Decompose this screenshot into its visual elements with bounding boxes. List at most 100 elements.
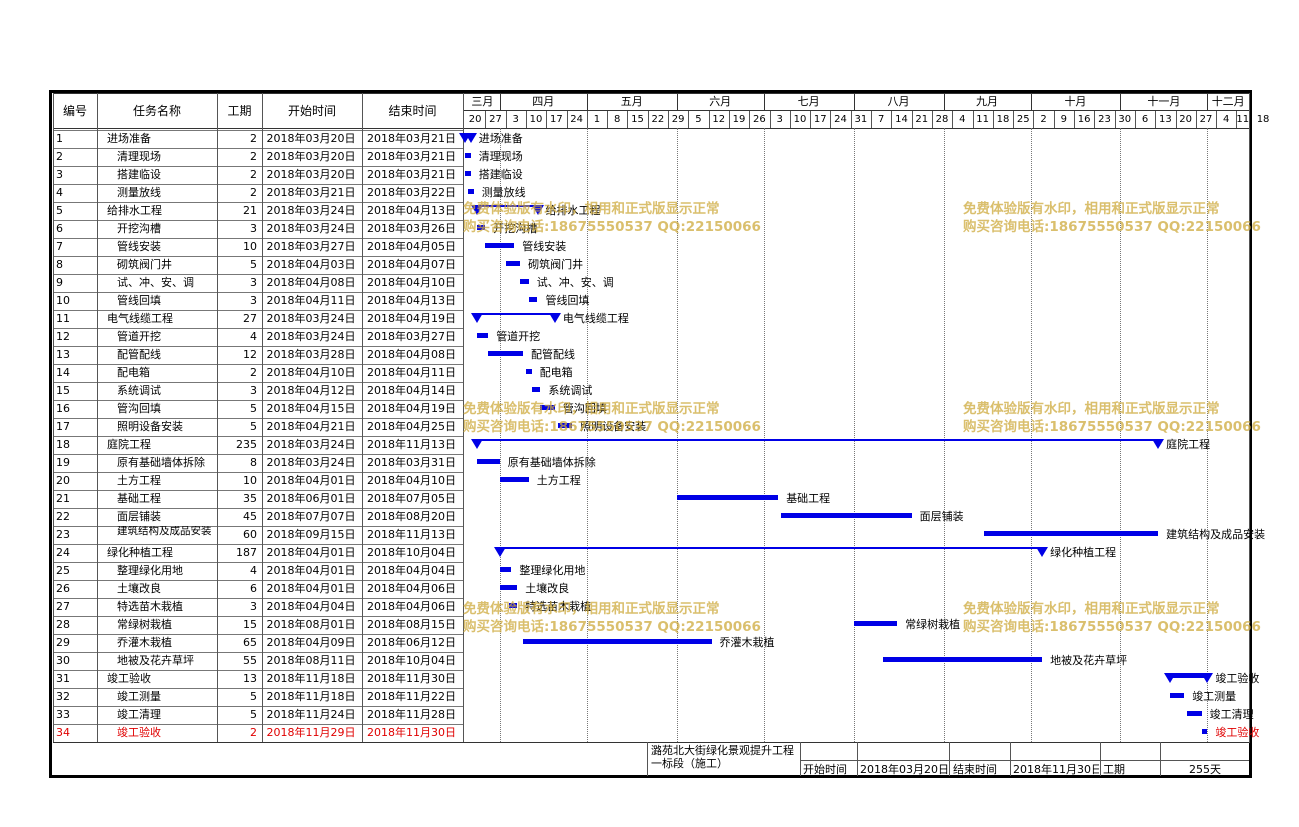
summary-end-marker bbox=[1201, 673, 1214, 683]
row-divider bbox=[53, 580, 463, 581]
cell-end: 2018年03月22日 bbox=[367, 186, 456, 199]
cell-end: 2018年03月21日 bbox=[367, 132, 456, 145]
cell-dur: 65 bbox=[243, 636, 257, 649]
week-divider bbox=[851, 111, 852, 128]
cell-dur: 5 bbox=[250, 420, 257, 433]
week-divider bbox=[871, 111, 872, 128]
column-divider bbox=[217, 93, 218, 742]
timeline-month: 八月 bbox=[887, 95, 910, 108]
row-divider bbox=[53, 544, 463, 545]
summary-bar-thick bbox=[1169, 673, 1208, 678]
timeline-day: 24 bbox=[834, 114, 847, 125]
watermark-line2: 购买咨询电话:18675550537 QQ:22150066 bbox=[463, 219, 761, 235]
week-divider bbox=[709, 111, 710, 128]
timeline-day: 8 bbox=[614, 114, 621, 125]
cell-dur: 2 bbox=[250, 150, 257, 163]
cell-dur: 5 bbox=[250, 690, 257, 703]
footer-divider bbox=[1160, 742, 1161, 776]
cell-start: 2018年04月01日 bbox=[266, 582, 356, 595]
timeline-month: 九月 bbox=[976, 95, 998, 108]
cell-name: 试、冲、安、调 bbox=[117, 276, 194, 289]
bar-label: 土方工程 bbox=[536, 474, 581, 487]
bar-label: 乔灌木栽植 bbox=[719, 636, 775, 649]
row-divider bbox=[53, 256, 463, 257]
cell-end: 2018年04月08日 bbox=[367, 348, 456, 361]
cell-start: 2018年03月24日 bbox=[266, 312, 356, 325]
cell-dur: 3 bbox=[250, 384, 257, 397]
cell-end: 2018年04月06日 bbox=[367, 582, 456, 595]
week-divider bbox=[891, 111, 892, 128]
cell-id: 9 bbox=[56, 276, 63, 289]
timeline-day: 10 bbox=[793, 114, 807, 125]
bar-label: 地被及花卉草坪 bbox=[1050, 654, 1128, 667]
cell-start: 2018年04月03日 bbox=[266, 258, 356, 271]
watermark-line2: 购买咨询电话:18675550537 QQ:22150066 bbox=[463, 619, 761, 635]
cell-start: 2018年03月24日 bbox=[266, 330, 356, 343]
timeline-day: 3 bbox=[512, 114, 519, 125]
task-bar bbox=[1187, 711, 1202, 716]
timeline-day: 6 bbox=[1141, 114, 1149, 125]
row-divider bbox=[53, 364, 463, 365]
cell-end: 2018年03月26日 bbox=[367, 222, 456, 235]
week-divider bbox=[1054, 111, 1055, 128]
cell-id: 15 bbox=[56, 384, 70, 397]
cell-end: 2018年04月14日 bbox=[367, 384, 456, 397]
cell-end: 2018年08月15日 bbox=[367, 618, 456, 631]
month-divider bbox=[854, 93, 855, 111]
timeline-day: 17 bbox=[549, 114, 563, 125]
timeline-day: 2 bbox=[1040, 114, 1047, 125]
task-bar bbox=[508, 603, 518, 608]
cell-id: 17 bbox=[56, 420, 70, 433]
bar-label: 配电箱 bbox=[539, 366, 573, 379]
cell-id: 28 bbox=[56, 618, 70, 631]
summary-bar bbox=[476, 439, 1159, 441]
cell-start: 2018年07月07日 bbox=[266, 510, 356, 523]
row-divider bbox=[53, 130, 463, 131]
cell-start: 2018年03月20日 bbox=[266, 168, 356, 181]
cell-name: 绿化种植工程 bbox=[107, 546, 173, 559]
cell-start: 2018年03月24日 bbox=[266, 438, 356, 451]
row-divider bbox=[53, 436, 463, 437]
bar-label: 土壤改良 bbox=[525, 582, 570, 595]
cell-id: 5 bbox=[56, 204, 63, 217]
cell-dur: 15 bbox=[243, 618, 257, 631]
column-header-start: 开始时间 bbox=[287, 104, 336, 118]
footer-dur-label: 工期 bbox=[1103, 763, 1125, 776]
cell-id: 27 bbox=[56, 600, 70, 613]
cell-dur: 2 bbox=[250, 132, 257, 145]
cell-end: 2018年04月25日 bbox=[367, 420, 456, 433]
row-divider bbox=[53, 706, 463, 707]
cell-end: 2018年04月05日 bbox=[367, 240, 456, 253]
task-bar bbox=[499, 585, 518, 590]
cell-dur: 5 bbox=[250, 402, 257, 415]
cell-end: 2018年10月04日 bbox=[367, 654, 456, 667]
cell-dur: 8 bbox=[250, 456, 257, 469]
row-divider bbox=[53, 274, 463, 275]
row-divider bbox=[53, 598, 463, 599]
bar-label: 试、冲、安、调 bbox=[536, 276, 614, 289]
row-divider bbox=[53, 634, 463, 635]
cell-dur: 5 bbox=[250, 258, 257, 271]
week-divider bbox=[973, 111, 974, 128]
cell-start: 2018年04月01日 bbox=[266, 546, 356, 559]
cell-end: 2018年04月11日 bbox=[367, 366, 456, 379]
task-bar bbox=[485, 243, 515, 248]
bar-label: 原有基础墙体拆除 bbox=[507, 456, 596, 469]
month-divider bbox=[1031, 93, 1032, 111]
cell-start: 2018年03月27日 bbox=[266, 240, 356, 253]
cell-name: 管道开挖 bbox=[117, 330, 161, 343]
timeline-day: 16 bbox=[1077, 114, 1091, 125]
footer-divider bbox=[857, 742, 858, 776]
timeline-day: 10 bbox=[529, 114, 543, 125]
cell-id: 26 bbox=[56, 582, 70, 595]
watermark-line1: 免费体验版有水印，相用和正式版显示正常 bbox=[963, 401, 1220, 417]
month-gridline bbox=[677, 128, 678, 742]
timeline-month: 七月 bbox=[797, 95, 820, 108]
bar-label: 竣工测量 bbox=[1192, 690, 1237, 703]
week-divider bbox=[526, 111, 527, 128]
task-bar bbox=[476, 459, 500, 464]
timeline-day: 5 bbox=[695, 114, 702, 125]
cell-name: 基础工程 bbox=[117, 492, 161, 505]
timeline-month: 十二月 bbox=[1211, 95, 1245, 108]
gantt-frame bbox=[49, 90, 1252, 778]
